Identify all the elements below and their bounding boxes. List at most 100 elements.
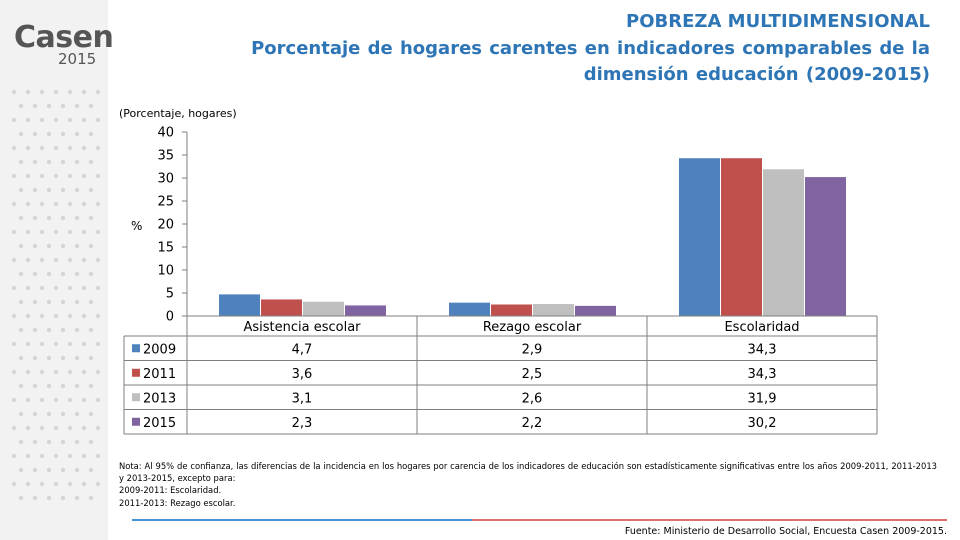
sidebar-dot [25,89,31,95]
sidebar-dot [32,159,38,165]
sidebar-dot [11,425,17,431]
sidebar-dot [32,131,38,137]
sidebar-dot [74,159,80,165]
sidebar-dot [60,243,66,249]
sidebar-dot [32,467,38,473]
sidebar-dot [39,257,45,263]
sidebar-dot [46,327,52,333]
sidebar-dot [46,243,52,249]
sidebar-dot [39,425,45,431]
sidebar-dot [46,355,52,361]
sidebar-dot [74,215,80,221]
unit-label: (Porcentaje, hogares) [119,107,237,120]
legend-swatch [132,344,140,353]
page-subtitle: Porcentaje de hogares carentes en indica… [251,38,930,85]
sidebar-dot [25,481,31,487]
sidebar-dot [53,481,59,487]
note-text: Nota: Al 95% de confianza, las diferenci… [119,461,937,484]
y-tick-label: 10 [157,264,174,279]
note-exception-2: 2011-2013: Rezago escolar. [119,497,236,508]
sidebar-dot [39,481,45,487]
sidebar-dot [88,299,94,305]
sidebar-dot [18,383,24,389]
sidebar-dot [32,327,38,333]
sidebar-dot [53,89,59,95]
legend-label: 2009 [143,342,176,357]
sidebar-dot [95,341,101,347]
sidebar-dot [74,187,80,193]
sidebar-dot [81,117,87,123]
sidebar-dot [95,89,101,95]
sidebar-dot [11,341,17,347]
data-label: 2,6 [522,391,543,406]
sidebar-dot [32,383,38,389]
sidebar-dot [11,173,17,179]
y-axis-label: % [131,219,143,233]
sidebar-dot [25,145,31,151]
sidebar-dot [11,285,17,291]
sidebar-dot [46,131,52,137]
data-label: 3,6 [292,367,313,382]
sidebar-dot [95,397,101,403]
sidebar-dot [60,103,66,109]
sidebar-dot [81,397,87,403]
sidebar-dot [74,467,80,473]
logo-year: 2015 [58,50,97,68]
sidebar-dot [88,131,94,137]
data-label: 34,3 [748,342,777,357]
sidebar-dot [81,341,87,347]
sidebar-dot [74,103,80,109]
sidebar-dot [88,383,94,389]
sidebar-dot [67,257,73,263]
sidebar-dot [32,243,38,249]
sidebar-dot [39,369,45,375]
page-title: POBREZA MULTIDIMENSIONAL [626,11,930,32]
sidebar-dot [53,285,59,291]
sidebar-dot [25,369,31,375]
sidebar-dot [81,425,87,431]
sidebar-dot [46,467,52,473]
sidebar-dot [18,131,24,137]
sidebar-dot [39,285,45,291]
sidebar-dot [39,397,45,403]
bar [219,294,260,316]
sidebar-dot [11,453,17,459]
sidebar-dot [67,313,73,319]
sidebar-dot [39,117,45,123]
bar [261,299,302,316]
sidebar-dot [67,229,73,235]
sidebar-dot [32,215,38,221]
sidebar-dot [60,131,66,137]
bar [345,305,386,316]
sidebar-dot [18,243,24,249]
sidebar-dot [74,243,80,249]
sidebar-dot [11,117,17,123]
sidebar-dot [18,103,24,109]
legend-swatch [132,393,140,402]
sidebar-dot [25,397,31,403]
sidebar-dot [81,173,87,179]
sidebar-dot [53,341,59,347]
sidebar-dot [46,495,52,501]
sidebar-dot [60,215,66,221]
sidebar-dot [67,425,73,431]
note-exception-1: 2009-2011: Escolaridad. [119,485,222,496]
sidebar-dot [88,243,94,249]
sidebar-dot [18,327,24,333]
data-label: 4,7 [292,342,313,357]
sidebar-dot [88,215,94,221]
sidebar-dot [95,481,101,487]
bar [721,158,762,316]
sidebar-dot [67,145,73,151]
sidebar-dot [25,313,31,319]
sidebar-dot [32,187,38,193]
dot-pattern [11,89,101,501]
sidebar-dot [74,299,80,305]
data-label: 2,3 [292,416,313,431]
bar [805,177,846,316]
sidebar-dot [25,229,31,235]
sidebar-dot [81,481,87,487]
sidebar-dot [46,215,52,221]
logo-casen: Casen [14,20,114,55]
sidebar-dot [32,299,38,305]
